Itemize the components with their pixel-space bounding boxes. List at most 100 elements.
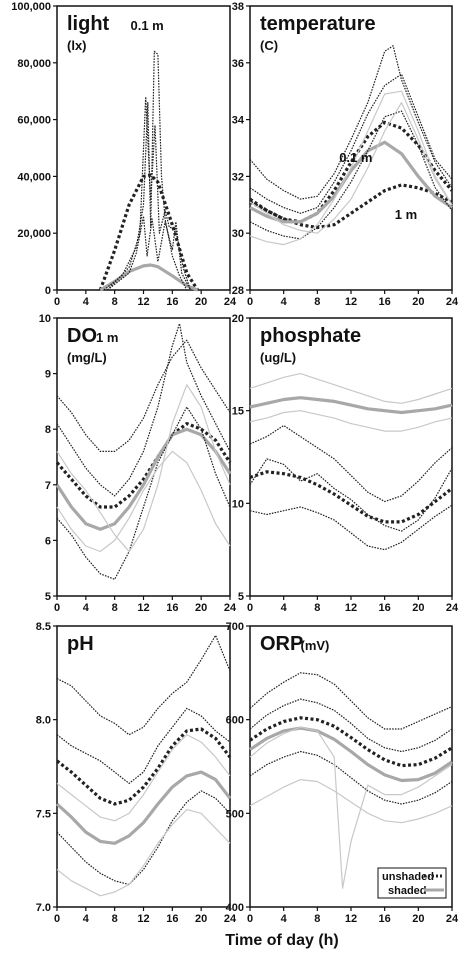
- series-line-orp-0-trend: [249, 716, 453, 768]
- series-line-phosphate-0-trend: [249, 396, 453, 415]
- panel-unit-do: (mg/L): [67, 350, 107, 365]
- y-tick-label-phosphate-0: 5: [238, 591, 244, 603]
- panel-title-orp: ORP: [260, 633, 303, 655]
- series-line-temperature-2-trend: [249, 140, 453, 224]
- y-tick-label-ph-1: 7.5: [36, 808, 51, 820]
- series-line-light-2-raw: [103, 50, 188, 291]
- series-line-do-1-trend: [55, 427, 232, 531]
- series-line-do-3-raw: [56, 406, 231, 580]
- y-tick-label-light-4: 80,000: [17, 58, 51, 70]
- panel-title-phosphate: phosphate: [260, 325, 361, 347]
- series-line-light-1-trend: [99, 263, 199, 292]
- x-tick-label-temperature-5: 20: [412, 296, 424, 308]
- series-line-ph-4-raw: [56, 707, 231, 785]
- series-line-phosphate-5-raw: [249, 373, 453, 404]
- y-tick-label-ph-3: 8.5: [36, 621, 51, 633]
- legend-label-shaded: shaded: [388, 885, 427, 897]
- x-tick-label-phosphate-6: 24: [446, 602, 459, 614]
- y-tick-label-orp-2: 600: [226, 715, 244, 727]
- x-tick-label-ph-1: 4: [83, 913, 90, 925]
- x-tick-label-temperature-4: 16: [379, 296, 391, 308]
- annotation-temperature-0: 0.1 m: [339, 150, 372, 165]
- panel-title-light: light: [67, 13, 110, 35]
- y-tick-label-phosphate-1: 10: [232, 498, 244, 510]
- series-line-temperature-3-raw: [249, 45, 453, 200]
- series-line-ph-0-trend: [56, 727, 232, 806]
- panel-unit-phosphate: (ug/L): [260, 350, 296, 365]
- x-tick-label-phosphate-5: 20: [412, 602, 424, 614]
- x-tick-label-temperature-1: 4: [281, 296, 288, 308]
- y-tick-label-light-1: 20,000: [17, 228, 51, 240]
- x-tick-label-light-1: 4: [83, 296, 90, 308]
- panel-subtitle-light: 0.1 m: [131, 18, 164, 33]
- x-tick-label-temperature-3: 12: [345, 296, 357, 308]
- y-tick-label-do-5: 10: [39, 313, 51, 325]
- series-line-phosphate-1-trend: [249, 470, 453, 524]
- x-tick-label-temperature-0: 0: [247, 296, 253, 308]
- y-tick-label-light-2: 40,000: [17, 171, 51, 183]
- y-tick-label-orp-0: 400: [226, 902, 244, 914]
- series-line-phosphate-4-raw: [249, 458, 453, 532]
- series-line-light-4-raw: [107, 215, 191, 291]
- series-line-orp-1-trend: [249, 726, 453, 783]
- x-tick-label-do-3: 12: [137, 602, 149, 614]
- y-tick-label-temperature-1: 30: [232, 228, 244, 240]
- series-line-ph-2-raw: [56, 634, 231, 736]
- panel-light: 0 4 8 12 16 20 24 0 20,000 40,000 60,000 80,000 100,…: [11, 1, 237, 308]
- legend-label-unshaded: unshaded: [382, 871, 434, 883]
- x-tick-label-orp-1: 4: [281, 913, 288, 925]
- x-tick-label-do-5: 20: [195, 602, 207, 614]
- x-tick-label-ph-5: 20: [195, 913, 207, 925]
- x-axis-label: Time of day (h): [225, 932, 339, 949]
- series-line-light-0-trend: [98, 173, 199, 291]
- y-tick-label-phosphate-2: 15: [232, 406, 244, 418]
- y-tick-label-temperature-0: 28: [232, 285, 244, 297]
- x-tick-label-do-2: 8: [112, 602, 118, 614]
- y-tick-label-do-0: 5: [45, 591, 51, 603]
- panel-unit-light: (lx): [67, 38, 87, 53]
- series-line-temperature-6-raw: [249, 90, 453, 246]
- x-tick-label-temperature-2: 8: [314, 296, 320, 308]
- x-tick-label-ph-3: 12: [137, 913, 149, 925]
- legend: unshaded shaded: [377, 867, 447, 899]
- x-tick-label-phosphate-0: 0: [247, 602, 253, 614]
- series-line-orp-6-raw: [249, 778, 453, 824]
- x-tick-label-orp-3: 12: [345, 913, 357, 925]
- y-tick-label-do-1: 6: [45, 535, 51, 547]
- series-line-temperature-4-raw: [249, 110, 453, 240]
- x-tick-label-do-1: 4: [83, 602, 90, 614]
- x-tick-label-phosphate-4: 16: [379, 602, 391, 614]
- plot-frame-orp: [249, 625, 453, 908]
- series-line-ph-5-raw: [56, 808, 231, 897]
- panel-title-temperature: temperature: [260, 13, 376, 35]
- series-line-do-2-raw: [56, 323, 231, 497]
- y-tick-label-temperature-5: 38: [232, 1, 244, 13]
- y-tick-label-do-2: 7: [45, 480, 51, 492]
- x-tick-label-phosphate-2: 8: [314, 602, 320, 614]
- y-tick-label-light-5: 100,000: [11, 1, 51, 13]
- y-tick-label-light-3: 60,000: [17, 115, 51, 127]
- y-tick-label-temperature-3: 34: [232, 115, 245, 127]
- x-tick-label-phosphate-1: 4: [281, 602, 288, 614]
- series-line-orp-5-raw: [249, 726, 453, 889]
- x-tick-label-orp-6: 24: [446, 913, 459, 925]
- x-tick-label-light-4: 16: [166, 296, 178, 308]
- series-line-phosphate-2-raw: [249, 424, 453, 503]
- chart-panels: 0 4 8 12 16 20 24 0 20,000 40,000 60,000 80,000 100,…: [11, 1, 459, 925]
- panel-unit-temperature: (C): [260, 38, 278, 53]
- panel-do: 0 4 8 12 16 20 24 5 6 7 8 9 10 DO 1 m (mg/L): [39, 313, 237, 614]
- series-line-ph-6-raw: [56, 734, 231, 822]
- series-line-temperature-5-raw: [249, 73, 453, 214]
- y-tick-label-orp-1: 500: [226, 808, 244, 820]
- series-line-orp-4-raw: [249, 698, 453, 753]
- x-tick-label-light-3: 12: [137, 296, 149, 308]
- panel-title-do: DO: [67, 325, 97, 347]
- series-line-do-5-raw: [56, 384, 231, 553]
- series-line-temperature-7-raw: [249, 101, 453, 234]
- x-tick-label-light-0: 0: [54, 296, 60, 308]
- x-tick-label-light-2: 8: [112, 296, 118, 308]
- x-tick-label-do-0: 0: [54, 602, 60, 614]
- y-tick-label-do-3: 8: [45, 424, 51, 436]
- series-line-phosphate-3-raw: [249, 504, 453, 551]
